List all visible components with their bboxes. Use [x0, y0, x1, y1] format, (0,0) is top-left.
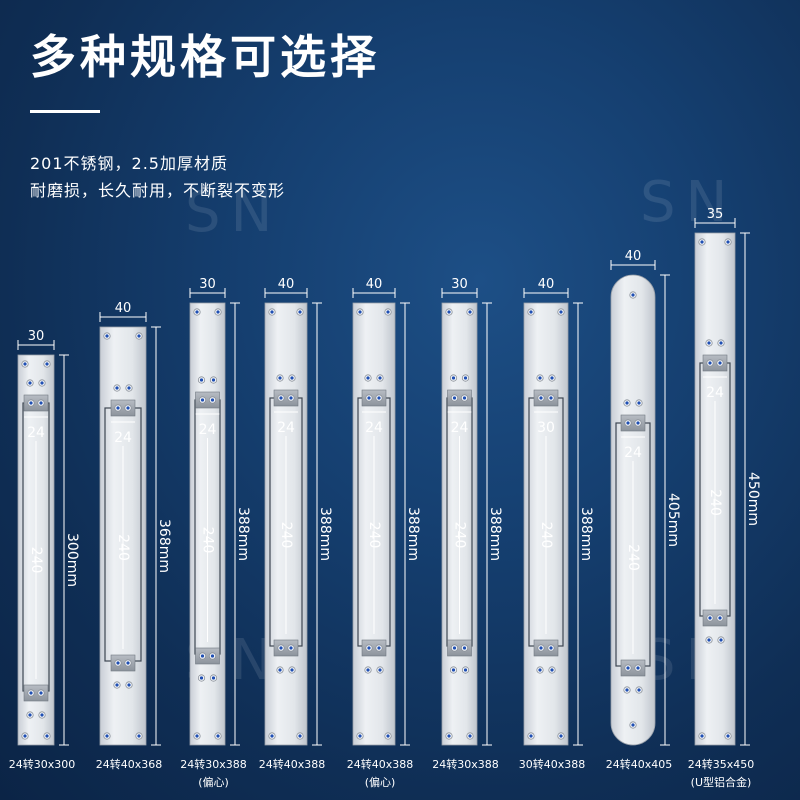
model-label: 24转40x388: [258, 758, 326, 771]
length-label: 240: [278, 522, 294, 549]
height-label: 368mm: [156, 519, 172, 573]
inner-width-label: 24: [624, 445, 642, 461]
strike-bracket: [447, 639, 472, 657]
strike-bracket: [361, 389, 387, 407]
length-label: 240: [707, 489, 723, 516]
plate-6: 30 24 240 388mm: [441, 277, 503, 746]
inner-width-label: 24: [706, 385, 724, 401]
plate-3: 30 24 240 388mm: [189, 277, 251, 746]
plate-8: 40 24 240 405mm: [610, 249, 681, 746]
inner-width-label: 24: [199, 422, 217, 438]
strike-bracket: [447, 389, 472, 407]
strike-bracket: [702, 609, 728, 627]
inner-width-label: 24: [277, 420, 295, 436]
length-label: 240: [28, 547, 44, 574]
strike-bracket: [361, 639, 387, 657]
strike-bracket: [23, 394, 49, 412]
model-label: 30转40x388: [518, 758, 586, 771]
plate-1: 30 24 240 300mm: [17, 329, 80, 746]
strike-bracket: [110, 654, 136, 672]
height-label: 388mm: [405, 507, 421, 561]
inner-width-label: 30: [537, 420, 555, 436]
strike-bracket: [702, 354, 728, 372]
height-label: 388mm: [235, 507, 251, 561]
strike-bracket: [273, 639, 299, 657]
feature-line-durability: 耐磨损，长久耐用，不断裂不变形: [30, 181, 286, 200]
length-label: 240: [115, 534, 131, 561]
height-label: 388mm: [317, 507, 333, 561]
inner-width-label: 24: [451, 420, 469, 436]
strike-bracket: [533, 389, 559, 407]
strike-bracket: [23, 684, 49, 702]
strike-bracket: [195, 391, 220, 409]
length-label: 240: [200, 527, 216, 554]
watermark: SN: [640, 170, 738, 235]
model-label: 24转30x388: [180, 758, 247, 771]
height-label: 388mm: [578, 507, 594, 561]
length-label: 240: [625, 544, 641, 571]
width-label: 40: [625, 249, 642, 264]
strike-bracket: [273, 389, 299, 407]
model-note: (U型铝合金): [690, 776, 752, 789]
strike-bracket: [195, 647, 220, 665]
plate-5: 40 24 240 388mm: [352, 277, 421, 746]
model-label: 24转40x405: [605, 758, 673, 771]
inner-width-label: 24: [27, 425, 45, 441]
plate-4: 40 24 240 388mm: [264, 277, 333, 746]
model-label: 24转40x368: [95, 758, 163, 771]
length-label: 240: [366, 522, 382, 549]
model-label: 24转35x450: [687, 758, 755, 771]
height-label: 388mm: [487, 507, 503, 561]
model-label: 24转30x388: [432, 758, 499, 771]
model-note: (偏心): [364, 776, 396, 789]
plate-2: 40 24 240 368mm: [99, 301, 172, 746]
plate-7: 40 30 240 388mm: [523, 277, 594, 746]
height-label: 450mm: [745, 472, 761, 526]
title-underline: [30, 110, 100, 113]
width-label: 30: [199, 277, 216, 292]
width-label: 40: [115, 301, 132, 316]
length-label: 240: [452, 522, 468, 549]
width-label: 40: [538, 277, 555, 292]
width-label: 40: [366, 277, 383, 292]
model-label: 24转30x300: [8, 758, 76, 771]
height-label: 300mm: [64, 533, 80, 587]
plate-9: 35 24 240 450mm: [694, 207, 761, 746]
feature-line-material: 201不锈钢，2.5加厚材质: [30, 154, 228, 173]
strike-bracket: [620, 659, 646, 677]
width-label: 35: [707, 207, 724, 222]
length-label: 240: [538, 522, 554, 549]
width-label: 30: [451, 277, 468, 292]
page-title: 多种规格可选择: [30, 30, 380, 84]
height-label: 405mm: [665, 493, 681, 547]
strike-bracket: [533, 639, 559, 657]
width-label: 30: [28, 329, 45, 344]
model-note: (偏心): [198, 776, 229, 789]
strike-bracket: [110, 399, 136, 417]
inner-width-label: 24: [114, 430, 132, 446]
width-label: 40: [278, 277, 295, 292]
inner-width-label: 24: [365, 420, 383, 436]
watermark: SN: [185, 180, 283, 245]
model-label: 24转40x388: [346, 758, 414, 771]
strike-bracket: [620, 414, 646, 432]
